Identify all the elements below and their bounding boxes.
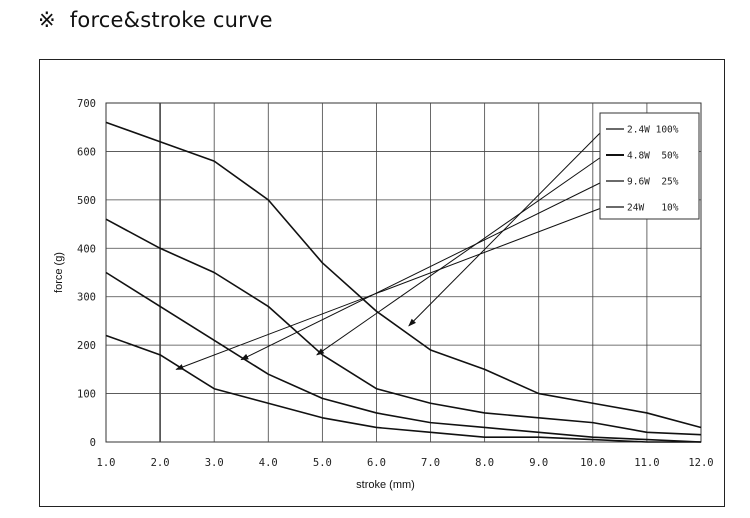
y-tick-label: 500	[77, 195, 96, 207]
x-axis-label: stroke (mm)	[356, 479, 415, 491]
y-tick-labels: 0 100 200 300 400 500 600 700	[77, 98, 96, 449]
y-tick-label: 200	[77, 340, 96, 352]
x-tick-label: 12.0	[688, 457, 713, 469]
callout-arrow-4	[175, 206, 605, 370]
x-tick-label: 2.0	[151, 457, 170, 469]
legend-entry-3: 9.6W 25%	[627, 177, 679, 188]
x-tick-label: 4.0	[259, 457, 278, 469]
callout-arrow-2	[316, 154, 605, 356]
x-tick-label: 7.0	[421, 457, 440, 469]
series-line-1	[105, 121, 702, 429]
y-tick-label: 100	[77, 389, 96, 401]
series-lines	[105, 121, 702, 443]
series-line-3	[105, 271, 702, 443]
x-tick-label: 1.0	[97, 457, 116, 469]
y-tick-label: 600	[77, 146, 96, 158]
y-tick-label: 400	[77, 243, 96, 255]
y-tick-label: 0	[90, 437, 96, 449]
legend-callout-arrows	[175, 128, 605, 370]
x-tick-label: 3.0	[205, 457, 224, 469]
legend-entry-2: 4.8W 50%	[627, 151, 679, 162]
x-tick-label: 8.0	[475, 457, 494, 469]
y-tick-label: 700	[77, 98, 96, 110]
legend-entry-1: 2.4W 100%	[627, 125, 679, 136]
x-tick-label: 5.0	[313, 457, 332, 469]
legend: 2.4W 100% 4.8W 50% 9.6W 25% 24W 10%	[599, 112, 700, 220]
page-title: ※ force&stroke curve	[38, 8, 273, 32]
y-tick-label: 300	[77, 292, 96, 304]
x-tick-label: 6.0	[367, 457, 386, 469]
legend-entry-4: 24W 10%	[627, 203, 679, 214]
series-line-2	[105, 218, 702, 436]
x-tick-label: 10.0	[580, 457, 605, 469]
page-title-text: force&stroke curve	[69, 8, 273, 32]
reference-mark-icon: ※	[38, 8, 56, 32]
y-axis-label: force (g)	[53, 252, 65, 293]
callout-arrow-1	[408, 128, 605, 327]
chart-frame: 1.0 2.0 3.0 4.0 5.0 6.0 7.0 8.0 9.0 10.0 11.0 12.0 …	[39, 59, 725, 507]
series-line-4	[105, 334, 701, 443]
x-tick-label: 11.0	[634, 457, 659, 469]
x-tick-labels: 1.0 2.0 3.0 4.0 5.0 6.0 7.0 8.0 9.0 10.0 11.0 12.0	[97, 457, 714, 469]
x-tick-label: 9.0	[529, 457, 548, 469]
legend-box	[599, 112, 700, 220]
force-stroke-chart: 1.0 2.0 3.0 4.0 5.0 6.0 7.0 8.0 9.0 10.0 11.0 12.0 …	[53, 98, 714, 491]
grid	[105, 102, 702, 443]
callout-arrow-3	[240, 180, 605, 361]
